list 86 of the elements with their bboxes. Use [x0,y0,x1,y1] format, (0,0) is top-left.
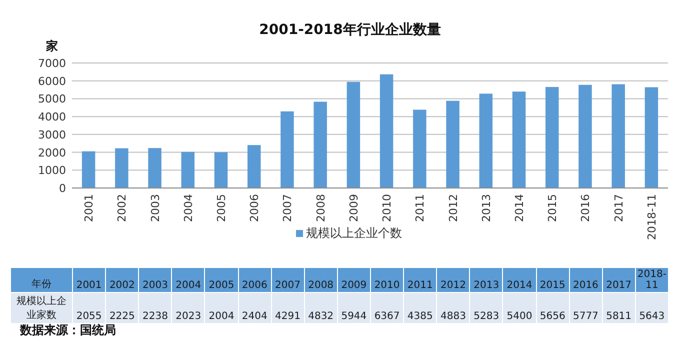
category-label: 2011 [407,280,433,291]
x-tick-label: 2015 [546,194,560,222]
data-label: 5944 [337,292,370,324]
x-tick-label: 2002 [116,194,129,222]
x-tick-label: 2005 [215,194,228,222]
x-tick-label: 2009 [347,194,360,222]
category-label: 2017 [606,280,632,291]
category-label: 2007 [274,280,300,291]
x-tick-label: 2013 [480,194,493,222]
category-label: 2005 [208,280,234,291]
category-label: 2018-11 [637,269,666,291]
x-tick-label: 2016 [579,194,592,222]
y-tick-label: 6000 [38,74,66,88]
data-label: 5643 [635,292,668,324]
category-label: 2013 [474,280,500,291]
x-tick-label: 2012 [446,194,460,222]
category-label: 2001 [76,280,102,291]
text: 规模以上企业家数 [10,292,72,324]
x-tick-label: 2006 [248,194,262,222]
data-label: 2055 [72,292,106,324]
y-axis-title: 家 [45,39,58,53]
bar [280,111,294,188]
bar [479,94,493,188]
bar [314,102,327,188]
category-label: 2004 [176,280,202,291]
chart-title: 2001-2018年行业企业数量 [259,22,441,38]
x-tick-label: 2007 [281,194,294,222]
x-tick-label: 2011 [414,194,427,222]
data-label: 5777 [569,292,602,324]
legend-label: 规模以上企业个数 [306,226,402,240]
category-label: 2003 [142,280,168,291]
bar [115,148,128,188]
x-tick-label: 2018-11 [645,194,658,240]
x-tick-label: 2003 [148,194,162,222]
category-label: 2016 [572,280,598,291]
category-label: 2002 [109,280,135,291]
category-label: 2008 [308,280,334,291]
category-label: 2014 [506,280,532,291]
y-tick-label: 3000 [38,128,66,142]
category-label: 2010 [374,280,400,291]
bar [247,145,261,188]
data-label: 4883 [436,292,470,324]
y-tick-label: 7000 [38,57,66,70]
y-tick-label: 0 [59,182,66,195]
y-tick-label: 5000 [38,92,66,106]
bar [148,148,162,188]
bar [214,152,228,188]
data-label: 2004 [204,292,238,324]
category-label: 2009 [341,280,367,291]
bar [512,92,526,188]
data-label: 4832 [304,292,338,324]
x-tick-label: 2008 [314,194,328,222]
bar [644,87,658,188]
category-label: 2015 [540,280,566,291]
data-label: 4385 [404,292,437,324]
y-tick-label: 2000 [38,146,66,160]
x-tick-label: 2014 [513,194,526,222]
data-label: 4291 [271,292,304,324]
x-tick-label: 2010 [380,194,394,222]
text: 年份 [10,268,72,292]
data-label: 2225 [106,292,139,324]
bar [181,152,195,188]
bar [346,82,360,188]
y-tick-label: 1000 [38,164,66,178]
data-label: 5283 [470,292,503,324]
bar [82,151,96,188]
data-label: 2404 [238,292,272,324]
bar [380,74,394,188]
bar [578,84,592,188]
x-tick-label: 2004 [182,194,195,222]
x-tick-label: 2001 [82,194,96,222]
data-label: 5400 [502,292,536,324]
data-label: 2238 [138,292,172,324]
data-label: 5811 [602,292,636,324]
data-label: 2023 [172,292,205,324]
bar [612,84,625,188]
y-tick-label: 4000 [38,110,66,124]
bar [413,110,426,188]
source-note: 数据来源：国统局 [20,322,116,339]
data-label: 6367 [370,292,404,324]
category-label: 2012 [440,280,466,291]
category-label: 2006 [242,280,268,291]
data-label: 5656 [536,292,570,324]
x-tick-label: 2017 [612,194,626,222]
bar [545,87,559,188]
bar [446,100,460,188]
